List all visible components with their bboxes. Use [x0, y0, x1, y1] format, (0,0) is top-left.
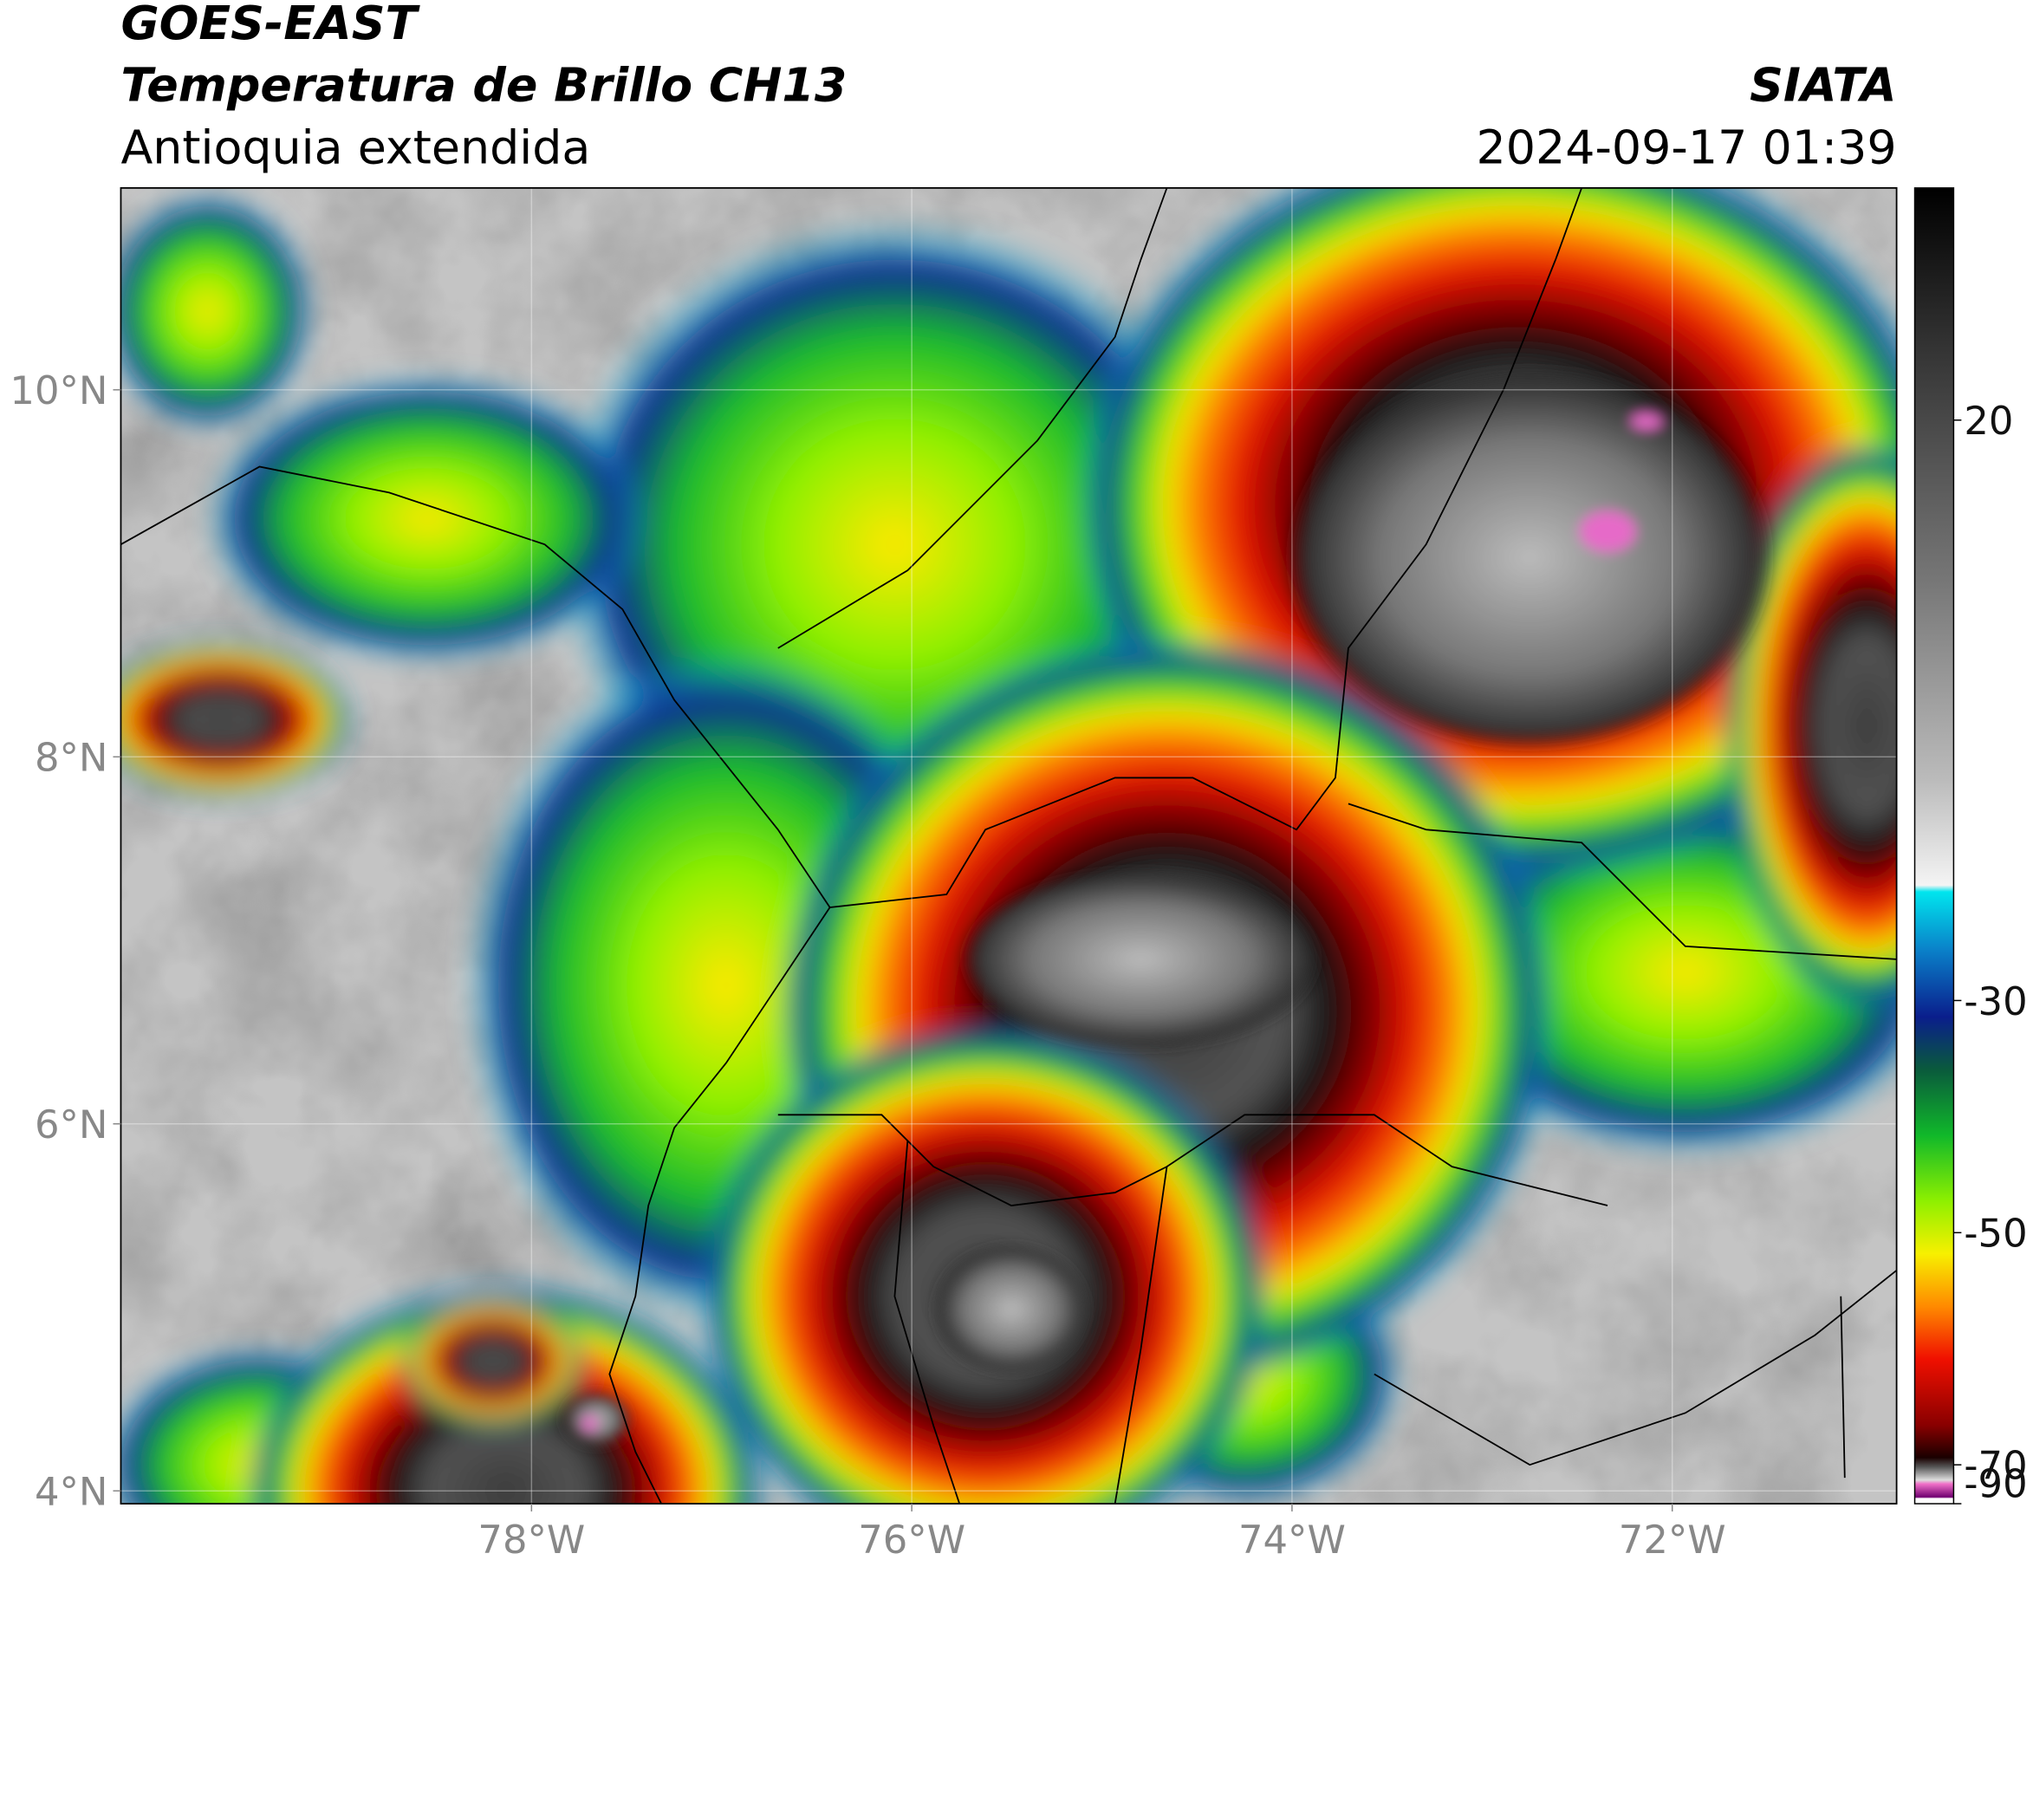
- x-tick-label: 76°W: [858, 1517, 965, 1563]
- region: Antioquia extendida: [120, 120, 590, 174]
- timestamp: 2024-09-17 01:39: [1477, 120, 1897, 174]
- satellite: GOES-EAST: [120, 0, 420, 50]
- borders: [120, 187, 1897, 1505]
- colorbar-tick-label: -50: [1964, 1211, 2027, 1257]
- y-tick-label: 10°N: [10, 367, 107, 413]
- x-tick-label: 74°W: [1238, 1517, 1346, 1563]
- colorbar-tick-label: -90: [1964, 1461, 2027, 1507]
- product: Temperatura de Brillo CH13: [120, 58, 847, 113]
- y-tick-label: 6°N: [35, 1102, 108, 1147]
- y-tick-label: 4°N: [35, 1469, 108, 1515]
- map-frame: [120, 186, 1898, 1505]
- satellite-image: [120, 187, 1897, 1505]
- x-tick-label: 78°W: [477, 1517, 585, 1563]
- colorbar-tick-label: -70: [1964, 1443, 2027, 1489]
- colorbar: [1913, 187, 1955, 1505]
- x-tick-label: 72°W: [1619, 1517, 1726, 1563]
- graticule: [120, 187, 1897, 1505]
- colorbar-tick-label: 20: [1964, 398, 2013, 444]
- colorbar-tick-label: -30: [1964, 978, 2027, 1024]
- source: SIATA: [1750, 58, 1897, 113]
- y-tick-label: 8°N: [35, 735, 108, 781]
